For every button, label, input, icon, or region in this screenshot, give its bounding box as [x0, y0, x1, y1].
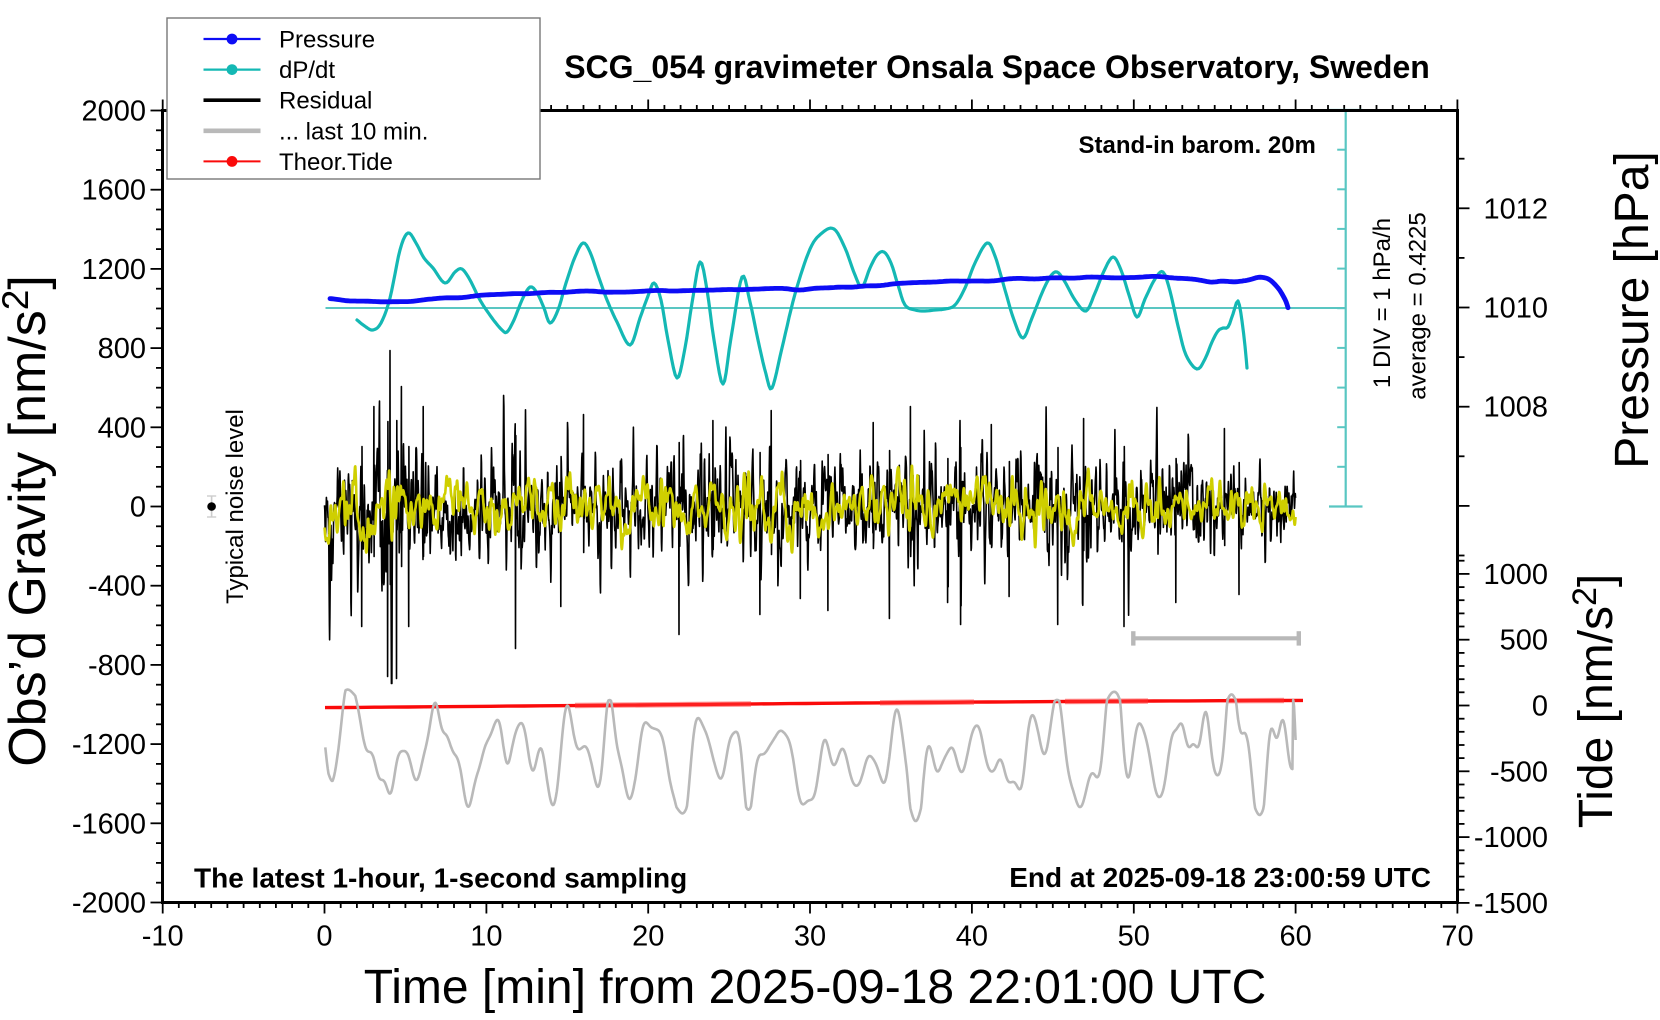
svg-text:1008: 1008	[1483, 392, 1548, 424]
svg-text:2000: 2000	[81, 96, 146, 128]
svg-text:0: 0	[130, 492, 146, 524]
svg-text:0: 0	[316, 921, 332, 953]
svg-text:average = 0.4225: average = 0.4225	[1405, 212, 1432, 400]
svg-text:1000: 1000	[1483, 559, 1548, 591]
svg-text:-1200: -1200	[72, 729, 146, 761]
svg-text:10: 10	[470, 921, 502, 953]
svg-text:Tide [nm/s2]: Tide [nm/s2]	[1566, 574, 1623, 829]
svg-text:400: 400	[98, 412, 146, 444]
svg-text:-2000: -2000	[72, 888, 146, 920]
svg-text:Theor.Tide: Theor.Tide	[279, 149, 393, 176]
svg-text:Stand-in barom. 20m: Stand-in barom. 20m	[1079, 132, 1316, 159]
svg-text:-1500: -1500	[1474, 888, 1548, 920]
svg-text:30: 30	[794, 921, 826, 953]
svg-text:1010: 1010	[1483, 293, 1548, 325]
svg-text:0: 0	[1532, 691, 1548, 723]
svg-text:-800: -800	[88, 650, 146, 682]
svg-text:dP/dt: dP/dt	[279, 57, 335, 84]
svg-text:Pressure [hPa]: Pressure [hPa]	[1606, 151, 1659, 468]
svg-text:-1000: -1000	[1474, 822, 1548, 854]
svg-text:-500: -500	[1490, 756, 1548, 788]
svg-text:The latest 1-hour, 1-second sa: The latest 1-hour, 1-second sampling	[194, 863, 687, 894]
svg-text:1600: 1600	[81, 175, 146, 207]
svg-text:40: 40	[956, 921, 988, 953]
svg-text:Obs’d Gravity [nm/s2]: Obs’d Gravity [nm/s2]	[0, 275, 57, 767]
svg-text:Pressure: Pressure	[279, 27, 375, 54]
svg-text:500: 500	[1500, 625, 1548, 657]
svg-text:SCG_054 gravimeter Onsala Spac: SCG_054 gravimeter Onsala Space Observat…	[564, 49, 1430, 85]
svg-text:-10: -10	[142, 921, 184, 953]
svg-text:-1600: -1600	[72, 808, 146, 840]
svg-text:1200: 1200	[81, 254, 146, 286]
svg-text:50: 50	[1118, 921, 1150, 953]
svg-text:Residual: Residual	[279, 88, 372, 115]
svg-text:1 DIV = 1 hPa/h: 1 DIV = 1 hPa/h	[1369, 218, 1396, 388]
svg-text:20: 20	[632, 921, 664, 953]
svg-text:-400: -400	[88, 571, 146, 603]
svg-text:1012: 1012	[1483, 193, 1548, 225]
svg-text:Time [min] from 2025-09-18 22:: Time [min] from 2025-09-18 22:01:00 UTC	[364, 961, 1267, 1014]
svg-text:Typical noise level: Typical noise level	[222, 409, 249, 604]
svg-text:70: 70	[1441, 921, 1473, 953]
svg-text:End at 2025-09-18 23:00:59 UTC: End at 2025-09-18 23:00:59 UTC	[1009, 862, 1431, 893]
svg-text:... last 10 min.: ... last 10 min.	[279, 118, 428, 145]
svg-text:800: 800	[98, 333, 146, 365]
svg-text:60: 60	[1279, 921, 1311, 953]
